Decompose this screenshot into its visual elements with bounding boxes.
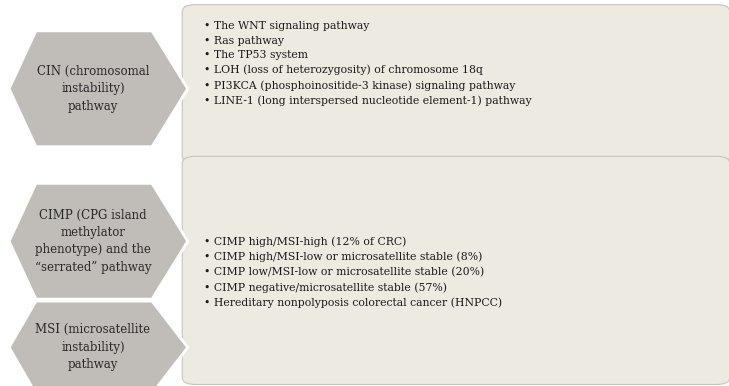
Text: CIN (chromosomal
instability)
pathway: CIN (chromosomal instability) pathway xyxy=(36,65,149,113)
Text: CIMP (CPG island
methylator
phenotype) and the
“serrated” pathway: CIMP (CPG island methylator phenotype) a… xyxy=(35,208,152,274)
Text: • CIMP high/MSI-high (12% of CRC)
• CIMP high/MSI-low or microsatellite stable (: • CIMP high/MSI-high (12% of CRC) • CIMP… xyxy=(204,237,502,308)
FancyBboxPatch shape xyxy=(182,5,729,163)
Text: MSI (microsatellite
instability)
pathway: MSI (microsatellite instability) pathway xyxy=(36,323,151,371)
Polygon shape xyxy=(9,301,188,386)
FancyBboxPatch shape xyxy=(182,156,729,384)
Text: • The WNT signaling pathway
• Ras pathway
• The TP53 system
• LOH (loss of heter: • The WNT signaling pathway • Ras pathwa… xyxy=(204,21,531,106)
Polygon shape xyxy=(9,183,188,299)
Polygon shape xyxy=(9,31,188,147)
